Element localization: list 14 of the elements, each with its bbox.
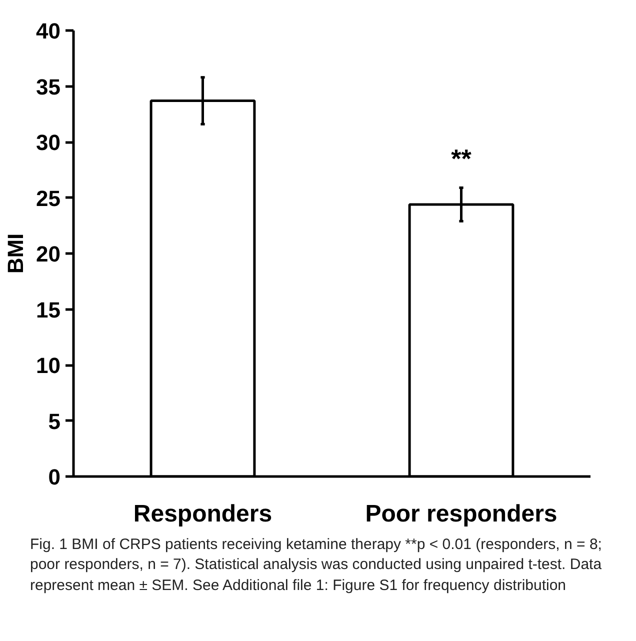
- y-tick-label: 5: [48, 408, 61, 434]
- y-tick-label: 35: [36, 74, 61, 100]
- y-axis-title: BMI: [3, 233, 28, 274]
- x-tick-label: Poor responders: [365, 500, 558, 528]
- y-tick-label: 0: [48, 464, 61, 490]
- y-tick-label: 40: [36, 18, 61, 44]
- annotation: **: [451, 144, 472, 174]
- x-tick-label: Responders: [133, 500, 272, 528]
- y-tick-label: 10: [36, 353, 61, 378]
- caption: Fig. 1 BMI of CRPS patients receiving ketamine therapy **p < 0.01 (responders, n = 8; poor responders, n = 7). Statistical analysis was conducted using unpaired t-test. Data represent mean ± SEM. See Additional file 1: Figure S1 for frequency distribution: [30, 535, 603, 596]
- y-tick-label: 25: [36, 186, 61, 211]
- y-tick-label: 15: [36, 297, 61, 322]
- y-tick-label: 20: [36, 242, 61, 266]
- y-tick-label: 30: [36, 130, 61, 155]
